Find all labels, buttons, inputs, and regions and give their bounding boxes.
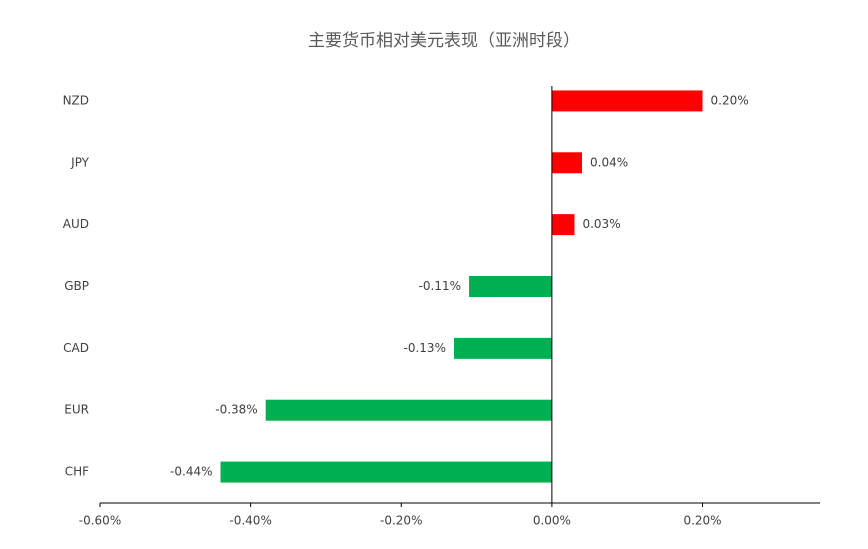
value-label: -0.11% (419, 279, 461, 293)
value-label: 0.20% (711, 93, 749, 107)
x-tick-label: -0.40% (229, 514, 271, 528)
value-label: -0.38% (215, 403, 257, 417)
bar (551, 152, 583, 174)
bar (551, 90, 703, 112)
x-tick-label: 0.00% (533, 514, 571, 528)
y-tick-label: GBP (64, 279, 89, 293)
chart-title: 主要货币相对美元表现（亚洲时段） (308, 31, 580, 51)
y-tick-label: NZD (63, 93, 89, 107)
bar (453, 337, 552, 359)
bar (469, 276, 552, 297)
x-tick-label: -0.60% (79, 514, 121, 528)
value-label: -0.13% (404, 341, 446, 355)
y-tick-label: CAD (63, 341, 89, 355)
bar (265, 399, 552, 421)
value-label: 0.04% (590, 155, 628, 169)
x-tick-label: 0.20% (683, 514, 721, 528)
value-label: -0.44% (170, 465, 212, 479)
value-label: 0.03% (582, 217, 620, 231)
y-tick-label: CHF (65, 465, 89, 479)
x-tick-label: -0.20% (380, 514, 422, 528)
y-tick-label: JPY (70, 155, 90, 169)
bar (551, 214, 575, 236)
y-tick-label: AUD (63, 217, 89, 231)
y-tick-label: EUR (64, 403, 89, 417)
bar (220, 461, 552, 483)
